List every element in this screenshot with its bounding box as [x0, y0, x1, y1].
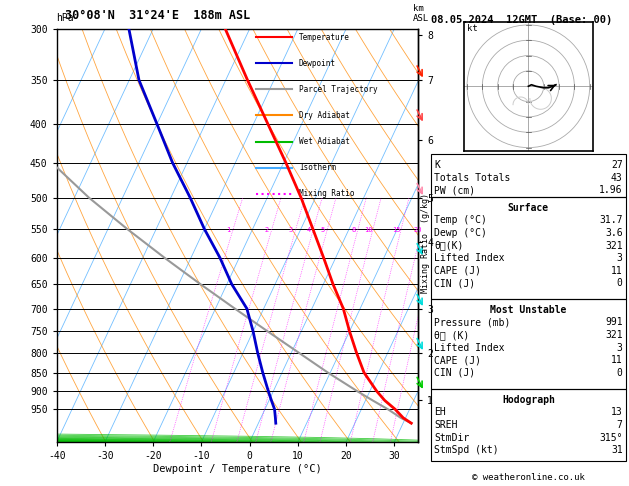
Text: 27: 27: [611, 160, 623, 170]
Text: StmSpd (kt): StmSpd (kt): [434, 445, 499, 455]
Text: Most Unstable: Most Unstable: [490, 305, 567, 315]
Text: Dry Adiabat: Dry Adiabat: [299, 111, 350, 120]
Text: Dewpoint: Dewpoint: [299, 59, 336, 68]
Text: 321: 321: [605, 330, 623, 340]
Text: Mixing Ratio: Mixing Ratio: [299, 189, 354, 198]
Text: Totals Totals: Totals Totals: [434, 173, 510, 183]
Text: Parcel Trajectory: Parcel Trajectory: [299, 85, 377, 94]
Text: kt: kt: [467, 24, 478, 33]
Text: Wet Adiabat: Wet Adiabat: [299, 137, 350, 146]
X-axis label: Dewpoint / Temperature (°C): Dewpoint / Temperature (°C): [153, 464, 322, 474]
Text: Lifted Index: Lifted Index: [434, 253, 504, 263]
Text: 15: 15: [392, 227, 401, 233]
Text: CAPE (J): CAPE (J): [434, 355, 481, 365]
Text: Hodograph: Hodograph: [502, 395, 555, 405]
Text: Pressure (mb): Pressure (mb): [434, 317, 510, 328]
Text: 11: 11: [611, 266, 623, 276]
Text: SREH: SREH: [434, 420, 457, 430]
Text: CIN (J): CIN (J): [434, 368, 475, 378]
Text: 3.6: 3.6: [605, 228, 623, 238]
Text: 1.96: 1.96: [599, 185, 623, 195]
Text: 4: 4: [306, 227, 311, 233]
Text: 1: 1: [226, 227, 230, 233]
Text: Mixing Ratio  (g/kg): Mixing Ratio (g/kg): [421, 193, 430, 293]
Text: Isotherm: Isotherm: [299, 163, 336, 172]
Text: 08.05.2024  12GMT  (Base: 00): 08.05.2024 12GMT (Base: 00): [431, 15, 612, 25]
Text: 31.7: 31.7: [599, 215, 623, 226]
Text: 20: 20: [413, 227, 422, 233]
Text: 8: 8: [351, 227, 355, 233]
Text: Surface: Surface: [508, 203, 549, 213]
Text: CIN (J): CIN (J): [434, 278, 475, 289]
Text: PW (cm): PW (cm): [434, 185, 475, 195]
Text: 31: 31: [611, 445, 623, 455]
Text: 30°08'N  31°24'E  188m ASL: 30°08'N 31°24'E 188m ASL: [65, 9, 250, 22]
Text: 11: 11: [611, 355, 623, 365]
Text: Temperature: Temperature: [299, 33, 350, 42]
Text: 3: 3: [617, 253, 623, 263]
Text: StmDir: StmDir: [434, 433, 469, 443]
Text: hPa: hPa: [57, 13, 74, 23]
Text: Dewp (°C): Dewp (°C): [434, 228, 487, 238]
Text: 10: 10: [364, 227, 373, 233]
Text: 43: 43: [611, 173, 623, 183]
Text: © weatheronline.co.uk: © weatheronline.co.uk: [472, 473, 585, 482]
Text: θᴇ(K): θᴇ(K): [434, 241, 464, 251]
Text: km
ASL: km ASL: [413, 4, 429, 23]
Text: 321: 321: [605, 241, 623, 251]
Text: Temp (°C): Temp (°C): [434, 215, 487, 226]
Text: K: K: [434, 160, 440, 170]
Text: 3: 3: [289, 227, 293, 233]
Text: 3: 3: [617, 343, 623, 353]
Text: 0: 0: [617, 368, 623, 378]
Text: EH: EH: [434, 407, 446, 417]
Text: 991: 991: [605, 317, 623, 328]
Text: CAPE (J): CAPE (J): [434, 266, 481, 276]
Text: 315°: 315°: [599, 433, 623, 443]
Text: 0: 0: [617, 278, 623, 289]
Text: Lifted Index: Lifted Index: [434, 343, 504, 353]
Text: 5: 5: [321, 227, 325, 233]
Text: 2: 2: [265, 227, 269, 233]
Text: 7: 7: [617, 420, 623, 430]
Text: θᴇ (K): θᴇ (K): [434, 330, 469, 340]
Text: 13: 13: [611, 407, 623, 417]
